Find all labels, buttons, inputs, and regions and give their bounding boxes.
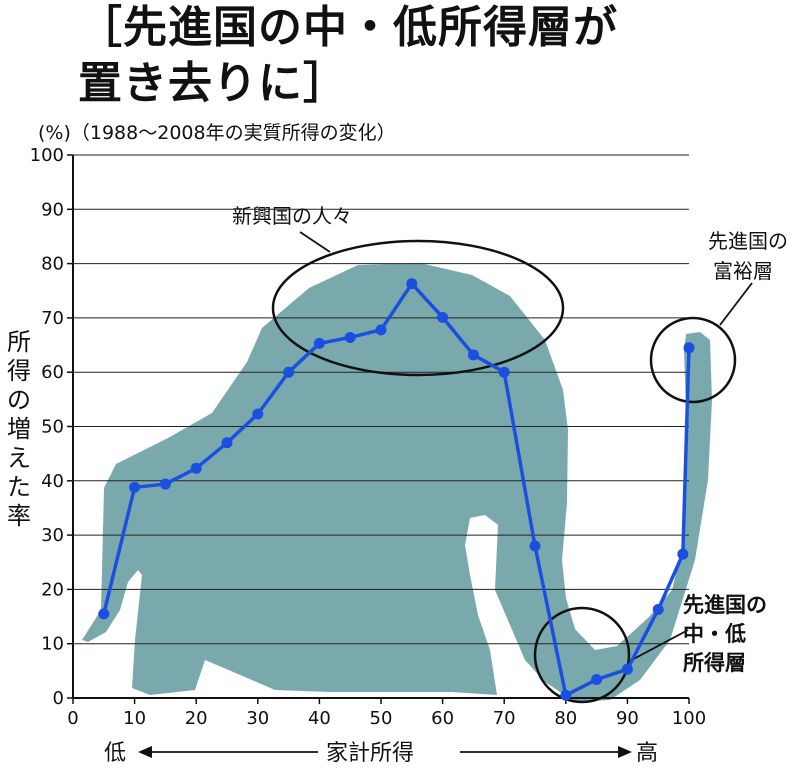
x-tick-label: 100 <box>672 708 706 729</box>
y-tick-label: 20 <box>41 579 64 600</box>
data-point <box>560 689 572 701</box>
x-tick-label: 20 <box>185 708 208 729</box>
data-point <box>313 337 325 349</box>
annotation-rich-line2: 富裕層 <box>713 259 773 283</box>
x-arrowhead-right <box>618 746 632 758</box>
annotation-rich: 先進国の 富裕層 <box>708 229 794 283</box>
data-point <box>252 408 264 420</box>
x-axis-label: 家計所得 <box>326 741 414 766</box>
emerging-ellipse <box>271 239 565 377</box>
y-tick-label: 90 <box>41 199 64 220</box>
emerging-leader <box>299 231 331 253</box>
x-tick-label: 90 <box>616 708 639 729</box>
data-point <box>159 478 171 490</box>
rich-circle <box>649 316 737 404</box>
annotation-middle-line3: 所得層 <box>683 651 746 675</box>
x-high-label: 高 <box>636 741 658 766</box>
annotation-middle-line1: 先進国の <box>683 593 767 617</box>
chart-title-line1: ［先進国の中・低所得層が <box>78 2 618 53</box>
y-tick-label: 60 <box>41 362 64 383</box>
data-point <box>344 331 356 343</box>
data-point <box>221 437 233 449</box>
y-tick-label: 50 <box>41 417 64 438</box>
x-tick-label: 70 <box>493 708 516 729</box>
data-point <box>283 366 295 378</box>
x-tick-label: 80 <box>554 708 577 729</box>
data-point <box>529 540 541 552</box>
x-tick-label: 30 <box>246 708 269 729</box>
axes <box>72 155 690 704</box>
data-point <box>406 278 418 290</box>
x-arrowhead-left <box>138 746 152 758</box>
data-point <box>129 481 141 493</box>
gridlines <box>67 154 689 699</box>
data-point <box>683 342 695 354</box>
x-tick-label: 40 <box>308 708 331 729</box>
data-point <box>621 663 633 675</box>
y-tick-label: 100 <box>30 145 64 166</box>
data-point <box>652 603 664 615</box>
data-point <box>677 548 689 560</box>
y-tick-label: 80 <box>41 254 64 275</box>
data-point <box>467 349 479 361</box>
annotation-rich-line1: 先進国の <box>708 229 788 253</box>
data-point <box>190 462 202 474</box>
rich-leader <box>719 282 753 326</box>
y-tick-label: 0 <box>53 688 64 709</box>
data-point <box>498 366 510 378</box>
x-tick-label: 50 <box>370 708 393 729</box>
data-points <box>98 278 695 701</box>
data-point <box>437 311 449 323</box>
y-tick-label: 10 <box>41 634 64 655</box>
data-point <box>375 324 387 336</box>
x-tick-labels: 0 10 20 30 40 50 60 70 80 90 100 <box>67 708 706 729</box>
annotation-middle: 先進国の 中・低 所得層 <box>683 593 774 675</box>
elephant-shape <box>82 263 712 702</box>
y-tick-label: 30 <box>41 525 64 546</box>
chart-subtitle: (%)（1988～2008年の実質所得の変化） <box>38 122 396 144</box>
y-axis-label: 所得の増えた率 <box>7 328 31 530</box>
x-tick-label: 60 <box>431 708 454 729</box>
x-low-label: 低 <box>104 741 126 766</box>
y-tick-label: 70 <box>41 308 64 329</box>
x-tick-label: 0 <box>67 708 78 729</box>
annotation-emerging: 新興国の人々 <box>232 204 352 228</box>
x-tick-label: 10 <box>123 708 146 729</box>
middle-circle <box>533 606 631 704</box>
data-point <box>98 608 110 620</box>
middle-leader <box>627 629 689 663</box>
y-tick-labels: 0 10 20 30 40 50 60 70 80 90 100 <box>30 145 64 709</box>
data-point <box>591 674 603 686</box>
annotation-middle-line2: 中・低 <box>683 622 746 646</box>
chart-title-line2: 置き去りに］ <box>78 58 348 109</box>
y-tick-label: 40 <box>41 471 64 492</box>
